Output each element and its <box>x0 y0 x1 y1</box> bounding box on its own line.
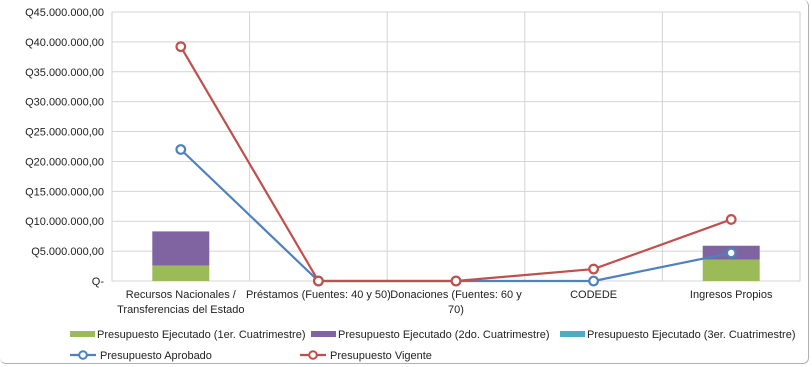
x-tick-label: Ingresos Propios <box>690 289 773 301</box>
series-point-2 <box>588 263 599 275</box>
legend-label-line-1: Presupuesto Aprobado <box>100 350 212 362</box>
y-tick-label: Q5.000.000,00 <box>31 246 104 258</box>
legend-label-line-2: Presupuesto Vigente <box>330 350 432 362</box>
series-point-2 <box>175 41 187 53</box>
y-tick-label: Q20.000.000,00 <box>25 156 104 168</box>
y-tick-label: Q- <box>92 276 105 288</box>
plot-area <box>111 11 801 282</box>
x-tick-label: Transferencias del Estado <box>117 304 244 316</box>
y-tick-label: Q35.000.000,00 <box>25 67 104 79</box>
x-tick-label: Recursos Nacionales / <box>126 289 237 301</box>
legend-label-bar-2: Presupuesto Ejecutado (2do. Cuatrimestre… <box>338 329 550 341</box>
legend-swatch-bar-3 <box>560 331 585 337</box>
bar-segment-2 <box>152 231 210 266</box>
series-point-1 <box>175 144 187 155</box>
y-tick-label: Q25.000.000,00 <box>25 127 104 139</box>
x-tick-label: Préstamos (Fuentes: 40 y 50) <box>246 289 391 301</box>
series-point-2 <box>313 275 324 287</box>
y-tick-label: Q30.000.000,00 <box>25 97 104 109</box>
legend-swatch-bar-2 <box>311 331 336 337</box>
bar-segment-1 <box>702 259 760 281</box>
y-tick-label: Q10.000.000,00 <box>25 216 104 228</box>
legend-label-bar-3: Presupuesto Ejecutado (3er. Cuatrimestre… <box>587 329 796 341</box>
x-tick-label: CODEDE <box>570 289 617 301</box>
x-tick-label: Donaciones (Fuentes: 60 y <box>390 289 522 301</box>
x-tick-label: 70) <box>448 304 464 316</box>
legend-label-bar-1: Presupuesto Ejecutado (1er. Cuatrimestre… <box>97 329 306 341</box>
bar-segment-1 <box>152 265 210 281</box>
series-point-2 <box>725 214 737 225</box>
y-tick-label: Q45.000.000,00 <box>25 7 104 19</box>
y-tick-label: Q15.000.000,00 <box>25 186 104 198</box>
legend-marker-2 <box>308 350 318 360</box>
legend-marker-1 <box>78 350 88 360</box>
series-point-1 <box>588 275 599 287</box>
series-line-1 <box>180 148 732 283</box>
legend-swatch-bar-1 <box>70 331 95 337</box>
y-tick-label: Q40.000.000,00 <box>25 37 104 49</box>
series-point-2 <box>450 275 462 287</box>
series-line-2 <box>179 46 732 283</box>
series-point-1 <box>725 247 737 259</box>
